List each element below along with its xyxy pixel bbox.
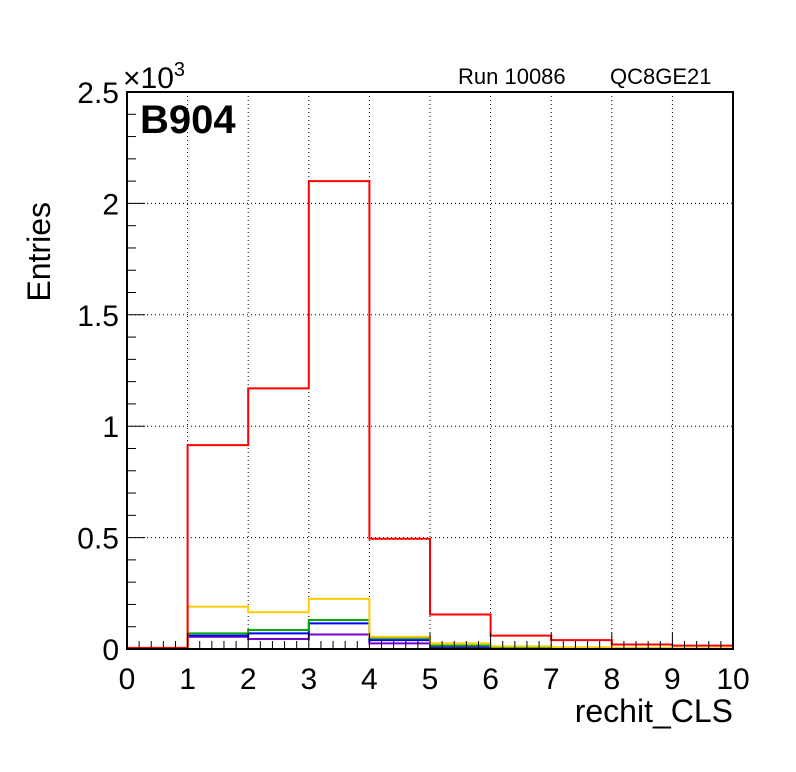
- y-axis-title: Entries: [21, 202, 57, 302]
- x-tick-label: 10: [716, 663, 749, 696]
- histogram-series-line: [126, 180, 733, 649]
- y-tick-label: 0: [102, 634, 119, 667]
- multiplier-exponent: 3: [174, 59, 185, 81]
- setup-label: QC8GE21: [610, 64, 712, 89]
- histogram-series: [126, 180, 733, 650]
- x-tick-label: 4: [361, 663, 378, 696]
- x-tick-label: 5: [422, 663, 439, 696]
- run-label: Run 10086: [458, 64, 566, 89]
- x-tick-label: 7: [543, 663, 560, 696]
- site-tag: B904: [140, 98, 236, 142]
- x-tick-label: 1: [179, 663, 196, 696]
- x-tick-label: 0: [119, 663, 136, 696]
- tick-labels: 0 1 2 3 4 5 6 7 8 9 10 0 0.5 1 1.5 2 2.5: [77, 77, 749, 696]
- axis-ticks: [126, 91, 734, 650]
- multiplier-base: ×10: [123, 62, 174, 95]
- y-tick-label: 2.5: [77, 77, 119, 110]
- y-axis-multiplier: ×103: [123, 59, 185, 95]
- y-tick-label: 0.5: [77, 523, 119, 556]
- y-tick-label: 1: [102, 411, 119, 444]
- x-axis-title: rechit_CLS: [575, 693, 733, 729]
- y-tick-label: 1.5: [77, 300, 119, 333]
- x-tick-label: 2: [240, 663, 257, 696]
- x-tick-label: 8: [603, 663, 620, 696]
- y-tick-label: 2: [102, 188, 119, 221]
- x-tick-label: 9: [664, 663, 681, 696]
- x-tick-label: 6: [482, 663, 499, 696]
- x-tick-label: 3: [300, 663, 317, 696]
